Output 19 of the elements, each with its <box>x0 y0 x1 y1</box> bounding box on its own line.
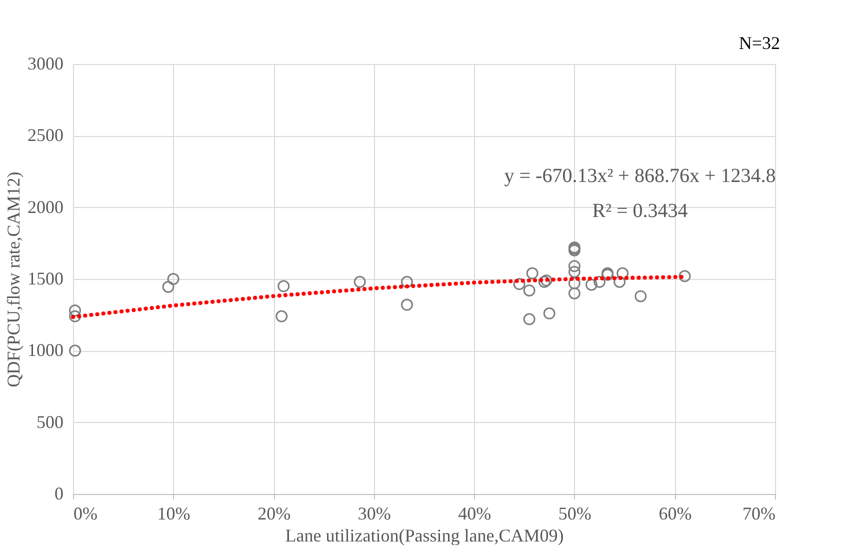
x-tick-label: 70% <box>742 504 776 524</box>
y-tick-label: 2000 <box>28 196 64 217</box>
y-tick-label: 3000 <box>28 54 64 74</box>
annotation: y = -670.13x² + 868.76x + 1234.8 <box>504 165 776 187</box>
annotation: R² = 0.3434 <box>592 200 688 222</box>
y-tick-label: 1500 <box>28 268 64 288</box>
y-tick-label: 500 <box>36 412 64 432</box>
x-tick-label: 50% <box>558 504 592 524</box>
text: N=32 <box>738 33 780 53</box>
x-tick-label: 10% <box>157 504 190 524</box>
x-tick-label: 30% <box>358 504 391 524</box>
x-tick-label: 60% <box>658 504 692 524</box>
x-tick-label: 40% <box>458 504 492 524</box>
x-tick-label: 20% <box>258 504 291 524</box>
x-tick-label: 0% <box>74 504 98 524</box>
y-axis-title: QDF(PCU,flow rate,CAM12) <box>4 172 24 388</box>
y-tick-label: 2500 <box>28 125 64 146</box>
y-tick-label: 1000 <box>28 340 64 360</box>
y-tick-label: 0 <box>54 484 64 504</box>
